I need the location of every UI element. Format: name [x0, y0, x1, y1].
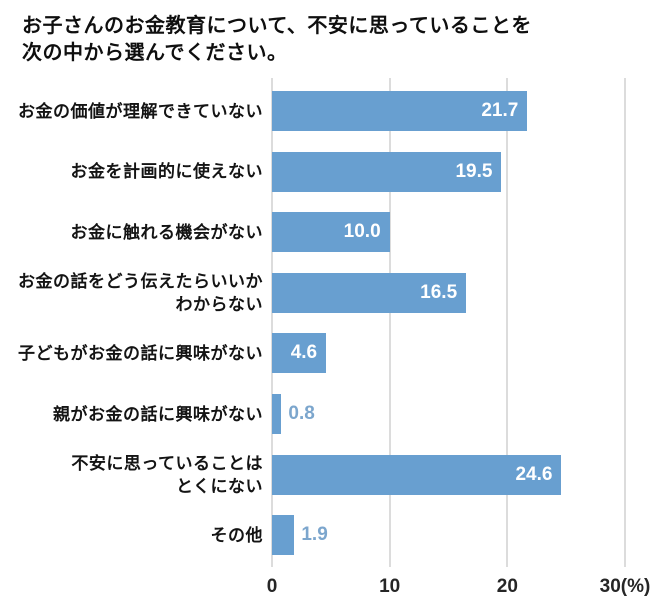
value-label: 16.5: [420, 281, 458, 303]
category-label-line: 親がお金の話に興味がない: [53, 404, 263, 424]
category-label: 不安に思っていることはとくにない: [0, 453, 263, 496]
bar: [272, 394, 282, 434]
category-label: 子どもがお金の話に興味がない: [0, 333, 263, 373]
x-axis-tick-label: 30(%): [599, 576, 650, 597]
category-label-line: お金の価値が理解できていない: [18, 101, 263, 121]
category-label-line: その他: [210, 525, 263, 545]
category-label-line: わからない: [175, 294, 263, 314]
category-label: お金に触れる機会がない: [0, 212, 263, 252]
value-label: 24.6: [515, 463, 553, 485]
category-label: お金の話をどう伝えたらいいかわからない: [0, 271, 263, 314]
value-label: 1.9: [301, 524, 328, 546]
bar: [272, 212, 390, 253]
chart-title-line1: お子さんのお金教育について、不安に思っていることを: [22, 15, 532, 37]
category-label: お金の価値が理解できていない: [0, 91, 263, 131]
chart-title-line2: 次の中から選んでください。: [22, 42, 288, 64]
category-label-line: お金を計画的に使えない: [70, 162, 263, 182]
chart-title: お子さんのお金教育について、不安に思っていることを 次の中から選んでください。: [22, 13, 532, 67]
category-label-line: 子どもがお金の話に興味がない: [18, 343, 263, 363]
value-label: 4.6: [290, 342, 318, 364]
gridline: [506, 78, 509, 567]
bar: [272, 272, 467, 313]
category-label: その他: [0, 515, 263, 555]
category-label-line: お金に触れる機会がない: [70, 222, 263, 242]
category-label-line: お金の話をどう伝えたらいいか: [18, 271, 263, 291]
x-axis-tick-label: 0: [266, 576, 278, 597]
bar: [272, 333, 327, 374]
category-label-line: とくにない: [176, 476, 263, 496]
x-axis-tick-label: 10: [379, 576, 401, 597]
value-label: 19.5: [455, 160, 493, 182]
gridline: [388, 78, 391, 567]
category-label-line: 不安に思っていることは: [71, 453, 263, 473]
bar: [272, 151, 502, 192]
bar: [272, 454, 562, 495]
gridline: [271, 78, 273, 567]
x-axis-tick-label: 20: [496, 576, 518, 597]
value-label: 10.0: [343, 221, 381, 243]
value-label: 21.7: [481, 100, 519, 121]
category-label: 親がお金の話に興味がない: [0, 394, 263, 434]
value-label: 0.8: [288, 403, 315, 424]
category-label: お金を計画的に使えない: [0, 152, 263, 192]
bar: [272, 515, 295, 556]
gridline: [624, 78, 626, 567]
bar: [272, 91, 528, 131]
